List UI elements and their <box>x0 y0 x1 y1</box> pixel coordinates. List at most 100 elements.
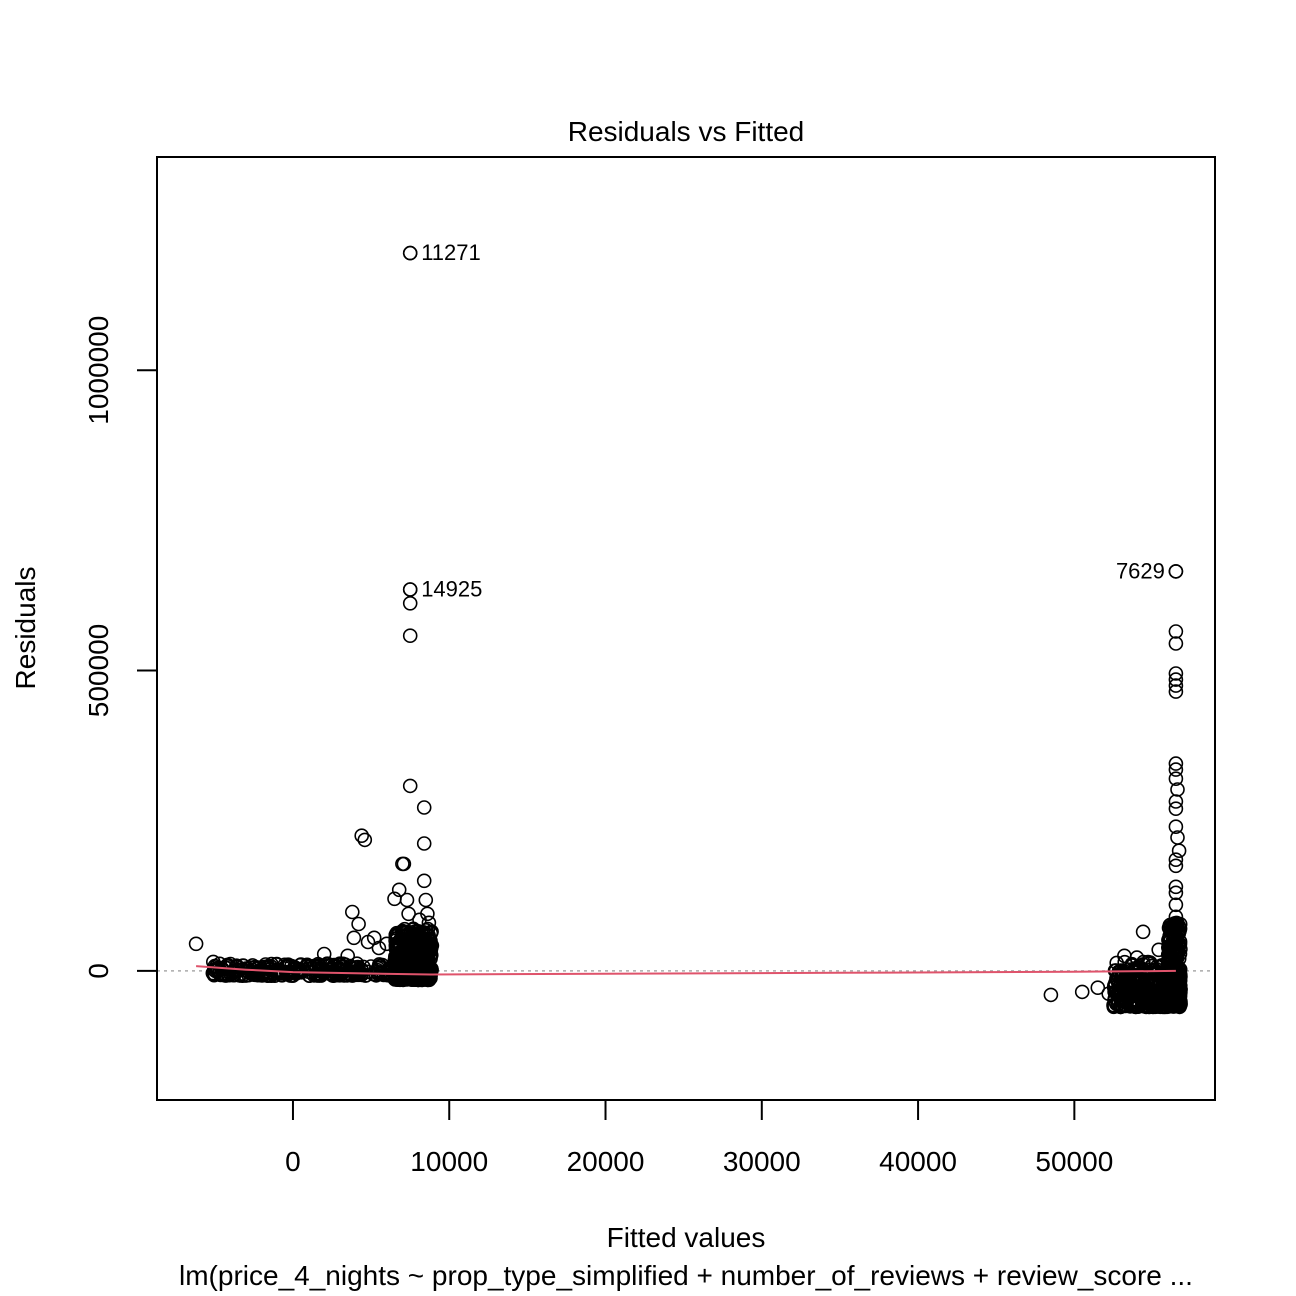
residual-point <box>277 961 293 976</box>
residual-point <box>1123 993 1138 1009</box>
residual-point <box>391 882 407 898</box>
labeled-outlier-point <box>402 582 418 597</box>
residual-point <box>1145 978 1160 994</box>
residual-point <box>1168 936 1184 952</box>
y-tick-label: 500000 <box>83 624 114 717</box>
labeled-outlier-point <box>402 245 418 261</box>
residual-point <box>1168 678 1184 693</box>
residual-point <box>402 628 418 644</box>
residual-point <box>399 892 415 908</box>
residual-point <box>293 962 309 978</box>
residual-point <box>1168 771 1184 787</box>
residual-point <box>416 836 432 851</box>
x-tick-label: 10000 <box>410 1146 488 1177</box>
residual-point <box>416 873 432 889</box>
residual-point <box>423 933 438 949</box>
residual-point <box>340 948 356 964</box>
residual-point <box>1168 852 1184 868</box>
residual-point <box>1138 993 1154 1009</box>
residual-point <box>1168 909 1184 925</box>
residual-point <box>1168 897 1184 913</box>
residual-point <box>344 904 360 920</box>
residual-point <box>1043 987 1059 1003</box>
residual-point <box>1116 973 1132 988</box>
residual-point <box>1163 951 1179 967</box>
residual-point <box>1160 954 1176 970</box>
x-tick-label: 50000 <box>1035 1146 1113 1177</box>
residual-point <box>371 940 387 956</box>
x-tick-label: 20000 <box>567 1146 645 1177</box>
x-axis-label: Fitted values <box>607 1222 766 1253</box>
residual-point <box>1170 990 1185 1006</box>
residual-point <box>301 961 316 977</box>
residual-point <box>390 968 405 984</box>
residual-point <box>354 828 370 844</box>
outlier-label: 11271 <box>421 240 481 265</box>
residual-point <box>1168 636 1184 651</box>
residual-point <box>418 892 434 908</box>
outlier-label: 7629 <box>1116 558 1165 583</box>
residual-point <box>254 961 270 977</box>
residual-point <box>285 962 301 978</box>
chart-title: Residuals vs Fitted <box>568 116 805 147</box>
residual-point <box>1151 942 1166 958</box>
residual-point <box>313 968 329 983</box>
residual-point <box>1168 794 1184 809</box>
points-layer <box>157 245 1215 1015</box>
residual-point <box>1146 992 1162 1008</box>
x-tick-label: 0 <box>285 1146 301 1177</box>
outlier-label: 14925 <box>421 577 482 602</box>
residual-point <box>389 925 405 941</box>
residual-point <box>332 956 348 972</box>
residual-point <box>339 968 355 983</box>
residual-point <box>351 916 366 932</box>
residual-point <box>1168 819 1184 835</box>
residual-point <box>260 960 276 975</box>
residual-point <box>1153 981 1168 997</box>
residual-point <box>1166 993 1181 1009</box>
residual-point <box>401 956 417 972</box>
residual-point <box>1132 968 1148 984</box>
residual-point <box>416 800 432 815</box>
y-tick-label: 0 <box>83 963 114 979</box>
smoother-line <box>196 965 1176 976</box>
residual-point <box>324 960 340 976</box>
residual-point <box>1168 672 1184 687</box>
residual-point <box>1168 624 1184 639</box>
y-axis: 0 500000 1000000 <box>83 316 158 979</box>
residual-point <box>1168 879 1184 895</box>
residual-point <box>1137 987 1152 1003</box>
residual-point <box>402 778 418 794</box>
residual-point <box>346 930 362 946</box>
residual-point <box>402 595 418 611</box>
residual-point <box>420 906 435 922</box>
residual-point <box>1165 945 1181 961</box>
residual-point <box>1129 950 1145 965</box>
residual-point <box>1168 684 1184 699</box>
x-axis: 0 10000 20000 30000 40000 50000 <box>285 1099 1113 1177</box>
residual-point <box>421 915 437 931</box>
x-tick-label: 30000 <box>723 1146 801 1177</box>
x-tick-label: 40000 <box>879 1146 957 1177</box>
residual-point <box>316 946 332 962</box>
model-formula-subtitle: lm(price_4_nights ~ prop_type_simplified… <box>179 1260 1193 1291</box>
residual-point <box>1168 801 1184 817</box>
y-tick-label: 1000000 <box>83 316 114 425</box>
residual-point <box>396 856 412 872</box>
residual-point <box>1168 918 1184 934</box>
residual-point <box>398 924 413 940</box>
residual-point <box>1090 980 1106 996</box>
residual-point <box>1168 756 1184 771</box>
residual-point <box>1168 885 1184 901</box>
y-axis-label: Residuals <box>10 567 41 690</box>
residual-point <box>357 832 373 848</box>
residual-point <box>1113 976 1129 991</box>
residual-point <box>1168 927 1184 943</box>
residual-point <box>388 948 404 964</box>
labeled-outlier-point <box>1168 564 1184 579</box>
residual-point <box>1074 984 1090 1000</box>
residual-point <box>1168 666 1184 681</box>
residual-point <box>1171 843 1187 859</box>
residual-point <box>379 936 395 952</box>
